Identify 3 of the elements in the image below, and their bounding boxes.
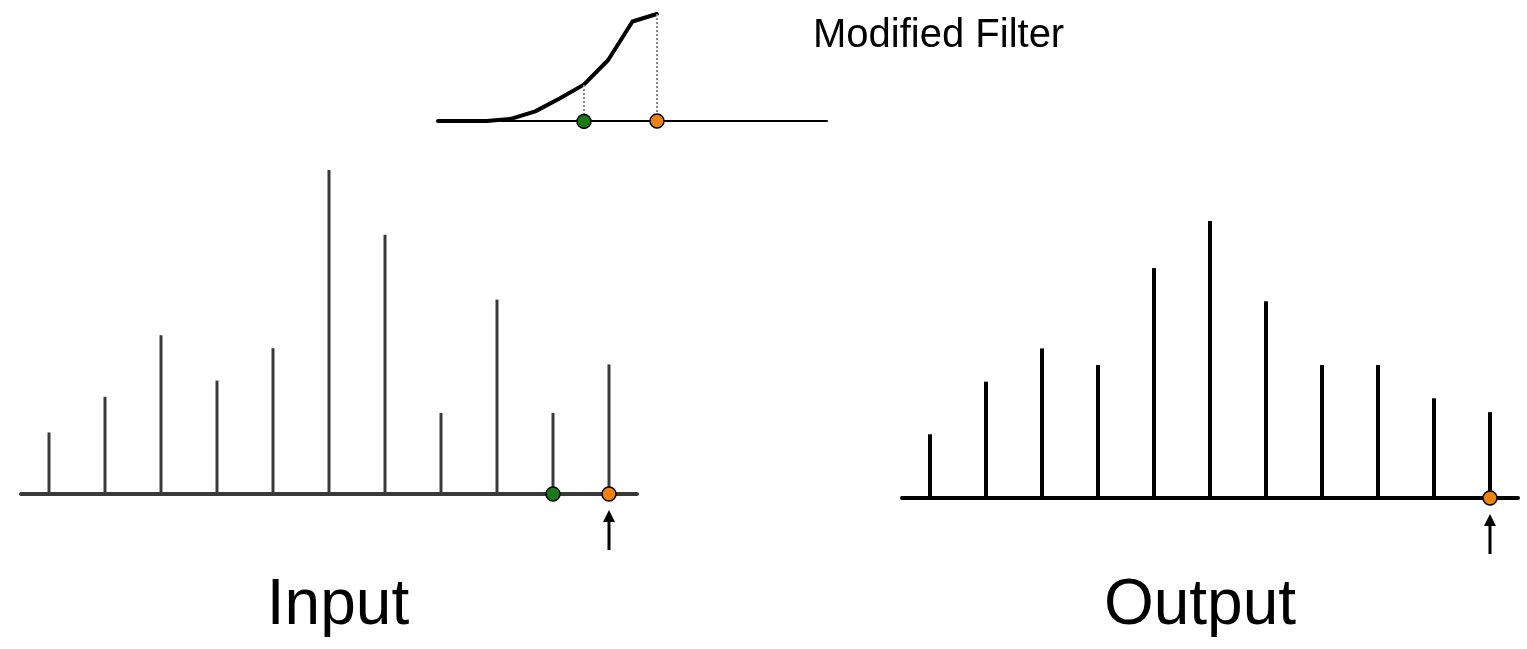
text: Input <box>266 566 410 638</box>
text: Output <box>1103 566 1297 638</box>
text: Modified Filter <box>813 11 1065 55</box>
